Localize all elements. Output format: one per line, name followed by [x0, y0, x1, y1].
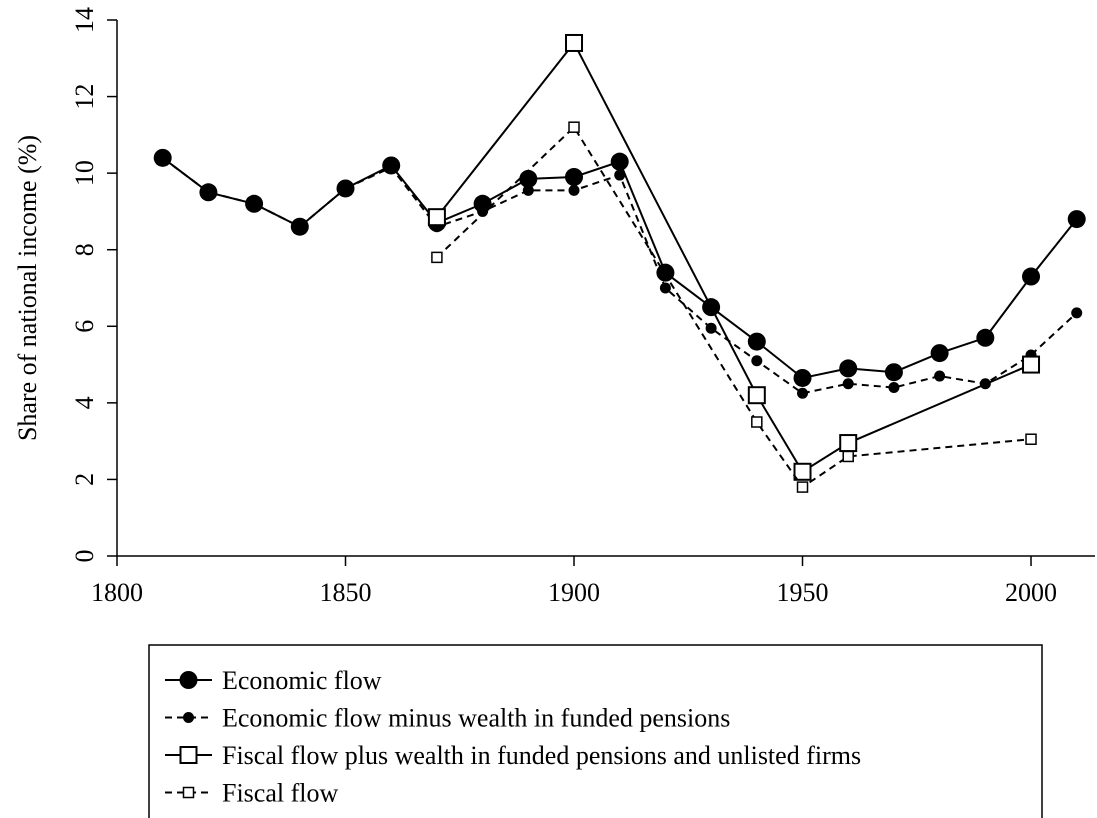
x-tick-label: 1800: [91, 578, 143, 607]
data-point: [427, 208, 446, 227]
data-point: [839, 434, 858, 453]
y-tick-label: 10: [70, 160, 99, 186]
x-tick-label: 2000: [1005, 578, 1057, 607]
data-point: [1071, 307, 1083, 319]
data-point: [565, 167, 584, 186]
data-point: [751, 416, 763, 428]
legend-label: Fiscal flow: [222, 779, 338, 808]
data-point: [747, 332, 766, 351]
data-point: [1022, 267, 1041, 286]
y-tick-label: 2: [70, 473, 99, 486]
data-point: [747, 386, 766, 405]
data-point: [568, 121, 580, 133]
legend-marker: [179, 671, 198, 689]
y-tick-label: 4: [70, 396, 99, 409]
series-line: [436, 41, 1032, 474]
series-line: [436, 125, 1032, 489]
data-point: [431, 251, 443, 264]
data-point: [610, 152, 629, 171]
legend-label: Fiscal flow plus wealth in funded pensio…: [222, 741, 861, 770]
data-point: [793, 462, 812, 481]
data-point: [294, 221, 306, 233]
y-tick-label: 12: [70, 84, 99, 110]
data-point: [839, 359, 858, 378]
legend-marker: [179, 746, 198, 764]
data-point: [705, 322, 717, 334]
data-point: [1022, 355, 1041, 374]
data-point: [248, 198, 260, 210]
data-point: [797, 387, 809, 399]
legend-marker: [183, 712, 194, 723]
data-point: [385, 161, 397, 173]
data-point: [842, 450, 854, 463]
data-point: [522, 184, 534, 196]
y-tick-label: 0: [70, 550, 99, 563]
data-point: [1067, 210, 1086, 229]
data-point: [976, 328, 995, 347]
data-point: [751, 355, 763, 367]
data-point: [888, 382, 900, 394]
y-tick-label: 8: [70, 243, 99, 256]
data-point: [842, 378, 854, 390]
data-point: [930, 344, 949, 363]
data-point: [934, 370, 946, 382]
x-tick-label: 1950: [777, 578, 829, 607]
legend-label: Economic flow minus wealth in funded pen…: [222, 704, 730, 733]
y-tick-label: 6: [70, 320, 99, 333]
data-point: [568, 184, 580, 196]
data-point: [659, 282, 671, 294]
data-point: [1025, 433, 1037, 445]
data-point: [157, 152, 169, 164]
x-tick-label: 1900: [548, 578, 600, 607]
data-point: [614, 169, 626, 181]
data-point: [884, 363, 903, 382]
legend-box: [148, 644, 1043, 818]
legend-label: Economic flow: [222, 666, 382, 695]
data-point: [477, 205, 489, 217]
data-point: [202, 186, 214, 198]
data-point: [340, 182, 352, 194]
y-tick-label: 14: [70, 7, 99, 33]
x-tick-label: 1850: [320, 578, 372, 607]
data-point: [793, 368, 812, 387]
legend-marker: [182, 786, 195, 799]
data-point: [565, 33, 584, 52]
y-axis-label: Share of national income (%): [13, 135, 42, 441]
data-point: [796, 481, 809, 493]
